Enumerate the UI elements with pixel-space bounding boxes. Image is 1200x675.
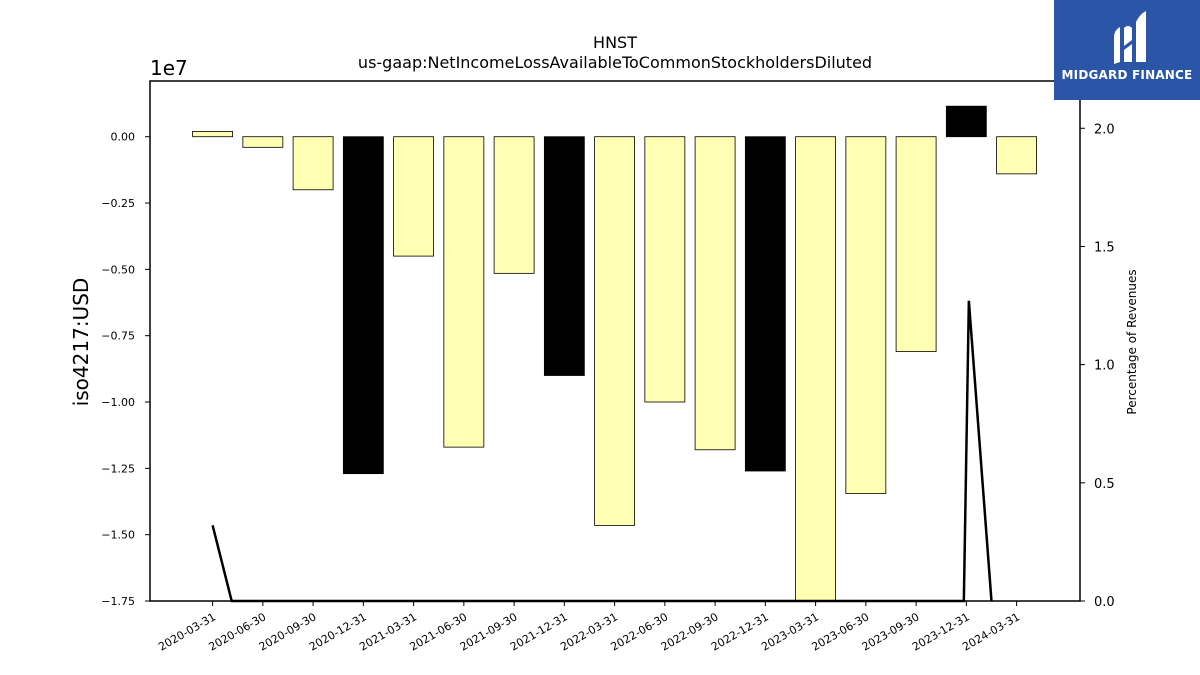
- bar-2022-06-30: [644, 136, 686, 403]
- bars: [192, 105, 1037, 602]
- y-tick-label: 0.00: [111, 131, 136, 144]
- x-tick-label: 2024-03-31: [960, 610, 1022, 653]
- bar-2021-06-30: [443, 136, 485, 448]
- chart-subtitle: us-gaap:NetIncomeLossAvailableToCommonSt…: [358, 53, 872, 72]
- bar-2023-12-31: [945, 105, 987, 138]
- bar-2023-06-30: [845, 136, 887, 494]
- y-offset-label: 1e7: [150, 56, 188, 80]
- bar-2020-09-30: [292, 136, 334, 191]
- bar-2021-03-31: [393, 136, 435, 257]
- bar-2024-03-31: [996, 136, 1037, 175]
- bar-2023-09-30: [895, 136, 937, 353]
- bar-2022-03-31: [594, 136, 635, 526]
- bar-2021-12-31: [543, 136, 585, 376]
- bar-2021-09-30: [493, 136, 535, 274]
- y2-tick-label: 1.0: [1094, 359, 1115, 374]
- y-axis-label: iso4217:USD: [69, 278, 93, 407]
- y-tick-label: −1.25: [101, 462, 135, 475]
- y2-tick-label: 0.0: [1094, 595, 1115, 610]
- bar-2020-03-31: [192, 131, 234, 138]
- y2-tick-label: 1.5: [1094, 240, 1115, 255]
- y-tick-label: −0.75: [101, 330, 135, 343]
- y2-axis-label: Percentage of Revenues: [1125, 269, 1139, 414]
- y-tick-label: −1.50: [101, 529, 135, 542]
- bar-2020-12-31: [342, 136, 384, 475]
- chart-title: HNST: [593, 33, 637, 52]
- midgard-finance-logo: MIDGARD FINANCE: [1054, 0, 1200, 100]
- y2-tick-label: 0.5: [1094, 477, 1115, 492]
- bar-2020-06-30: [242, 136, 284, 148]
- plot-frame: [149, 80, 1081, 602]
- logo-text: MIDGARD FINANCE: [1061, 68, 1193, 82]
- bar-2023-03-31: [795, 136, 836, 602]
- y-tick-label: −0.50: [101, 263, 135, 276]
- bar-2022-12-31: [744, 136, 786, 472]
- y-tick-label: −1.75: [101, 595, 135, 608]
- y-tick-label: −0.25: [101, 197, 135, 210]
- bar-2022-09-30: [694, 136, 736, 451]
- y-tick-label: −1.00: [101, 396, 135, 409]
- y2-tick-label: 2.0: [1094, 122, 1115, 137]
- logo-mark-icon: [1114, 11, 1146, 64]
